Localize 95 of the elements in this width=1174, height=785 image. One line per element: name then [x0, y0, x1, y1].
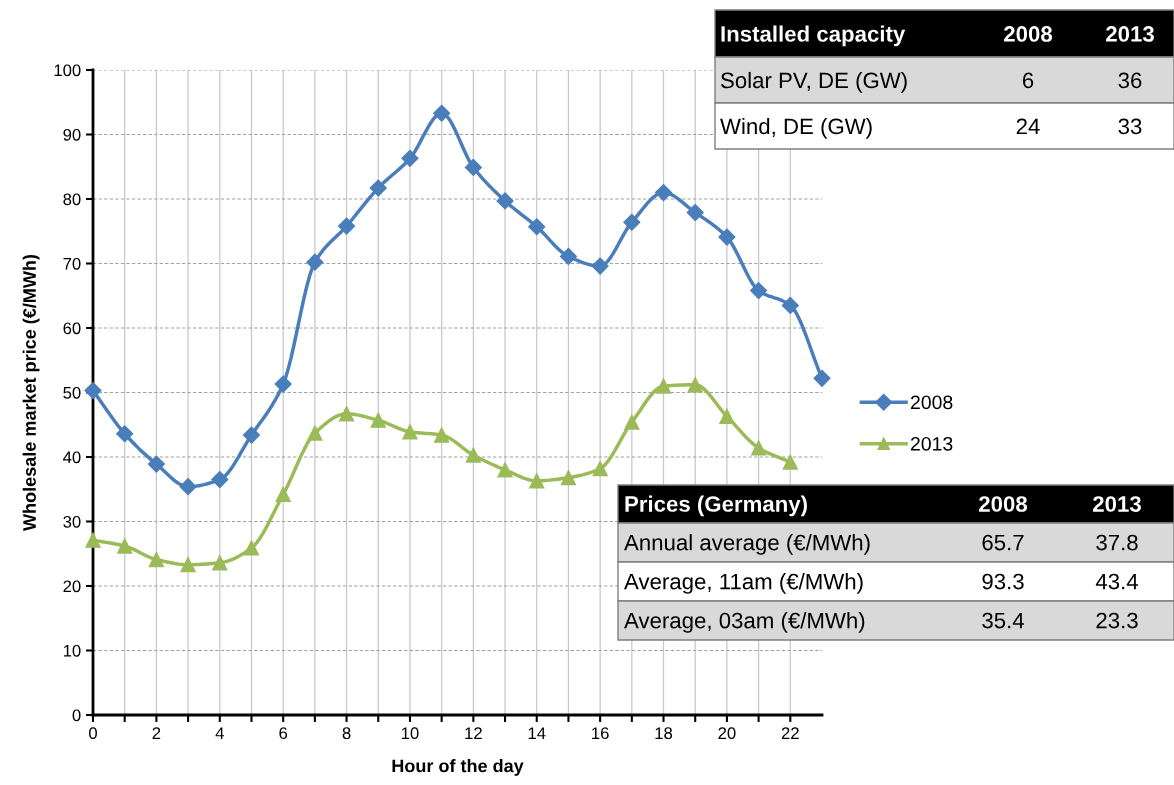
point	[655, 378, 672, 394]
point	[84, 382, 102, 400]
point	[654, 183, 673, 202]
annotation: Average, 03am (€/MWh)	[624, 612, 865, 633]
point	[338, 217, 356, 235]
point	[117, 538, 133, 554]
y-tick-label: 30	[63, 515, 81, 528]
point	[718, 228, 736, 246]
text: 33	[1118, 118, 1142, 135]
text: 65.7	[982, 534, 1024, 551]
point	[560, 470, 577, 486]
y-tick-label: 80	[63, 193, 81, 206]
point	[148, 551, 165, 568]
annotation: Prices (Germany)	[625, 495, 807, 517]
legend-label: 2008	[910, 395, 953, 410]
x-tick-label: 22	[781, 727, 799, 739]
y-tick-label: 60	[63, 322, 81, 335]
y-tick-label: 40	[63, 451, 81, 464]
point	[782, 454, 798, 470]
y-tick-label: 20	[63, 580, 81, 593]
text: Installed capacity	[721, 25, 906, 47]
point	[274, 375, 292, 393]
point	[624, 414, 640, 430]
x-tick-label: 14	[528, 727, 546, 739]
point	[750, 282, 768, 300]
point	[307, 425, 323, 441]
text: 6	[1022, 72, 1034, 89]
text: 93.3	[982, 573, 1024, 590]
y-tick-label: 90	[63, 128, 81, 141]
point	[212, 555, 228, 571]
point	[686, 203, 704, 222]
y-tick-label: 10	[63, 644, 81, 657]
y-axis-title: Wholesale market price (€/MWh)	[22, 254, 40, 531]
text: 43.4	[1095, 573, 1138, 590]
text: 36	[1118, 72, 1142, 89]
point	[559, 247, 577, 265]
point	[211, 471, 229, 489]
point	[369, 179, 387, 197]
point	[242, 426, 261, 444]
x-tick-label: 10	[401, 727, 419, 740]
y-tick-label: 100	[54, 64, 81, 77]
text: 2013	[1106, 26, 1154, 42]
point	[496, 192, 514, 210]
point	[623, 213, 641, 231]
point	[116, 425, 134, 443]
annotation: Annual average (€/MWh)	[624, 534, 870, 555]
point	[401, 149, 419, 167]
point	[592, 460, 608, 477]
x-tick-label: 16	[592, 727, 609, 740]
x-tick-label: 8	[342, 727, 351, 740]
point	[370, 412, 386, 428]
text: 23.3	[1096, 612, 1138, 629]
legend-label: 2013	[910, 436, 953, 451]
point	[497, 462, 513, 478]
x-axis-title: Hour of the day	[392, 759, 524, 776]
point	[687, 377, 703, 393]
text: 2013	[1093, 496, 1141, 512]
x-tick-label: 2	[152, 727, 161, 739]
annotation: Wind, DE (GW)	[720, 117, 872, 139]
point	[529, 473, 545, 489]
annotation: Solar PV, DE (GW)	[721, 71, 907, 93]
point	[275, 486, 291, 503]
point	[719, 408, 735, 425]
point	[750, 440, 767, 456]
point	[813, 369, 831, 387]
x-tick-label: 12	[465, 727, 482, 739]
x-tick-label: 6	[279, 727, 288, 740]
y-tick-label: 50	[63, 386, 81, 399]
x-tick-label: 18	[655, 727, 673, 740]
point	[180, 557, 196, 573]
point	[402, 424, 418, 440]
annotation: Average, 11am (€/MWh)	[624, 573, 863, 594]
y-tick-label: 70	[63, 257, 81, 270]
point	[464, 158, 482, 176]
y-tick-label: 0	[72, 709, 81, 722]
text: 2008	[979, 496, 1028, 512]
point	[528, 218, 546, 236]
point	[306, 253, 324, 271]
point	[338, 406, 355, 422]
text: 2008	[1004, 26, 1053, 42]
point	[591, 257, 609, 275]
x-tick-label: 4	[215, 727, 224, 739]
point	[147, 455, 165, 473]
point	[781, 296, 799, 314]
x-tick-label: 20	[718, 727, 736, 740]
point	[243, 540, 260, 556]
point	[179, 478, 197, 496]
x-tick-label: 0	[89, 727, 97, 740]
text: 37.8	[1096, 534, 1138, 551]
text: 35.4	[982, 612, 1024, 629]
point	[465, 447, 481, 463]
point	[434, 427, 450, 443]
text: 24	[1016, 118, 1040, 135]
point	[433, 104, 451, 122]
point	[85, 532, 101, 548]
